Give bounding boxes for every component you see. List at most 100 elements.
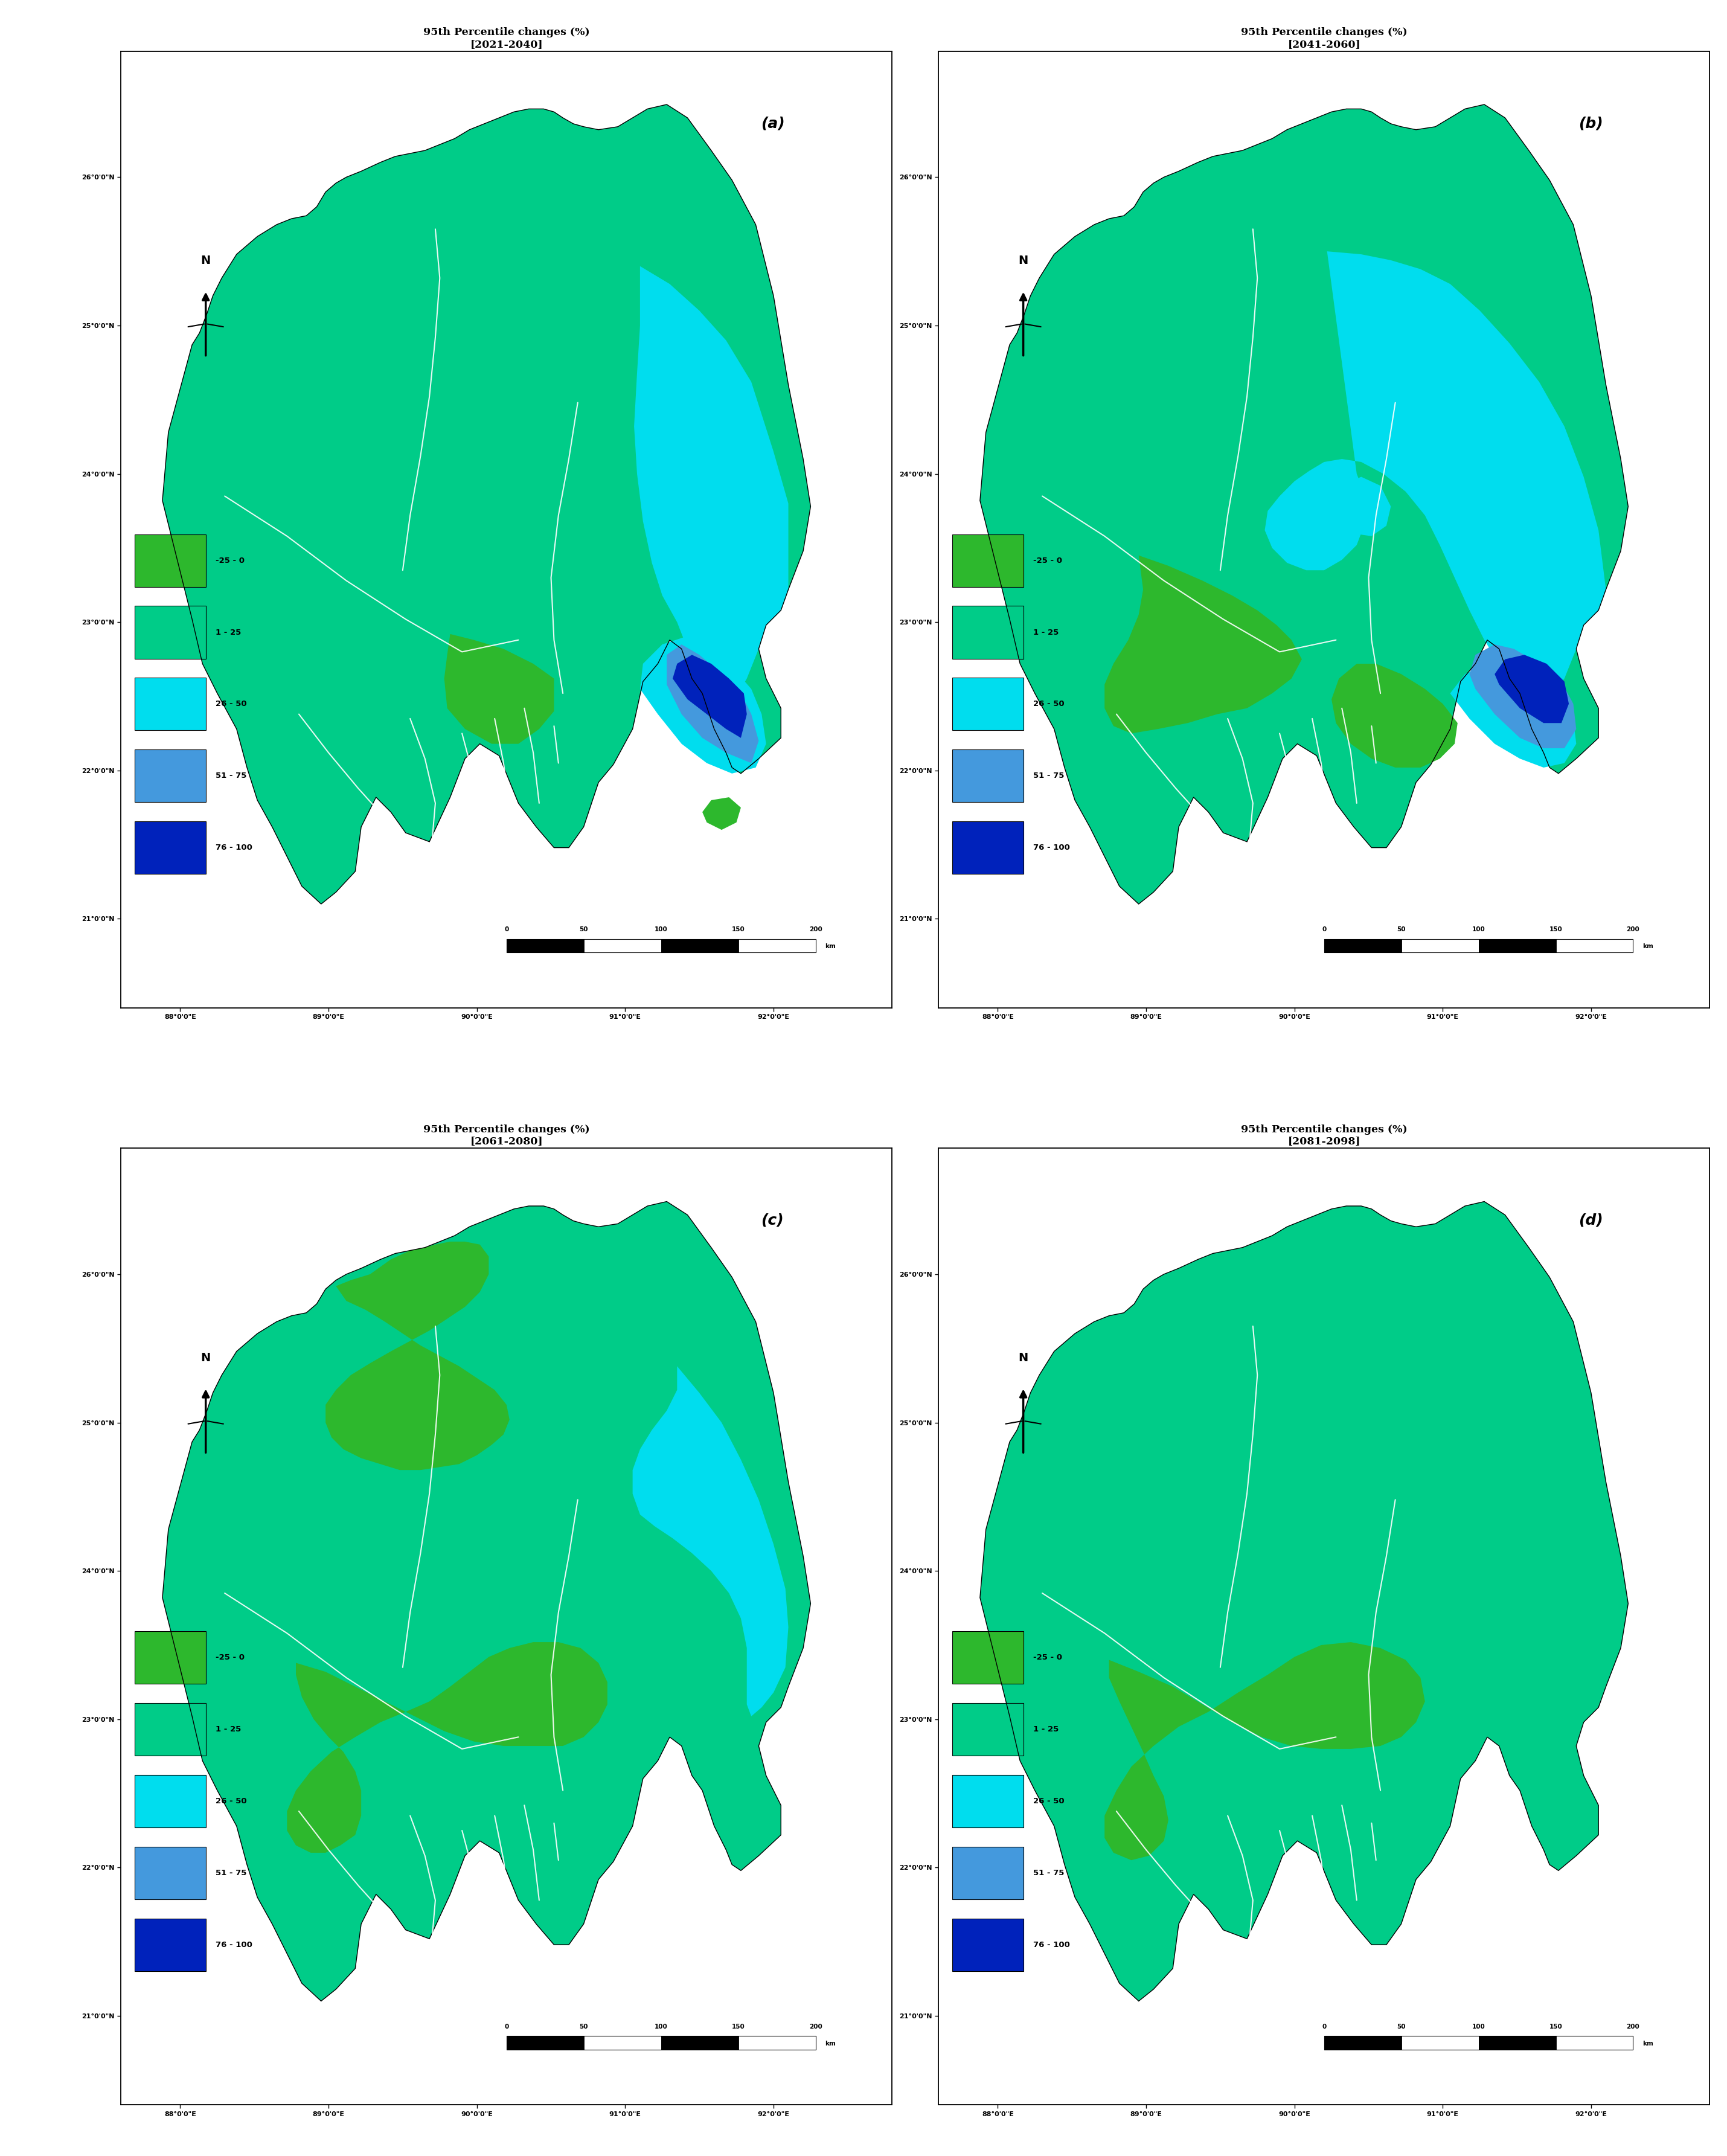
Text: 0: 0 — [504, 2024, 509, 2029]
Polygon shape — [703, 798, 741, 830]
Text: 0: 0 — [1321, 2024, 1326, 2029]
Text: 76 - 100: 76 - 100 — [216, 1940, 252, 1949]
Text: 50: 50 — [1397, 927, 1406, 934]
Text: 51 - 75: 51 - 75 — [216, 772, 247, 780]
Bar — [661, 940, 737, 953]
Bar — [135, 1774, 206, 1828]
Bar — [135, 1846, 206, 1899]
Title: 95th Percentile changes (%)
[2061-2080]: 95th Percentile changes (%) [2061-2080] — [423, 1123, 589, 1147]
Polygon shape — [1105, 1643, 1425, 1861]
Bar — [1325, 2035, 1634, 2050]
Text: 26 - 50: 26 - 50 — [1033, 701, 1064, 707]
Text: 200: 200 — [1627, 927, 1639, 934]
Bar — [952, 1846, 1024, 1899]
Bar — [506, 2035, 584, 2050]
Polygon shape — [667, 645, 758, 763]
Bar — [506, 2035, 815, 2050]
Bar — [584, 940, 661, 953]
Bar — [1401, 2035, 1478, 2050]
Text: N: N — [1019, 254, 1028, 267]
Polygon shape — [1105, 556, 1302, 733]
Text: (d): (d) — [1578, 1214, 1603, 1227]
Text: 100: 100 — [655, 2024, 668, 2029]
Bar — [1478, 940, 1556, 953]
Text: N: N — [200, 254, 211, 267]
Bar — [135, 750, 206, 802]
Bar — [737, 940, 815, 953]
Text: -25 - 0: -25 - 0 — [216, 1654, 245, 1662]
Bar — [1325, 940, 1401, 953]
Text: 200: 200 — [808, 927, 822, 934]
Title: 95th Percentile changes (%)
[2041-2060]: 95th Percentile changes (%) [2041-2060] — [1242, 28, 1408, 50]
Bar — [135, 677, 206, 731]
Polygon shape — [641, 636, 767, 774]
Bar — [952, 821, 1024, 873]
Text: 150: 150 — [732, 2024, 744, 2029]
Polygon shape — [979, 103, 1629, 903]
Text: 0: 0 — [1321, 927, 1326, 934]
Polygon shape — [632, 1367, 788, 1716]
Bar — [952, 535, 1024, 586]
Text: 200: 200 — [1627, 2024, 1639, 2029]
Text: (b): (b) — [1578, 116, 1603, 132]
Polygon shape — [444, 634, 554, 744]
Text: 76 - 100: 76 - 100 — [1033, 1940, 1071, 1949]
Bar — [1401, 940, 1478, 953]
Text: -25 - 0: -25 - 0 — [1033, 556, 1062, 565]
Text: km: km — [826, 2040, 836, 2046]
Polygon shape — [287, 1643, 608, 1852]
Text: km: km — [826, 944, 836, 949]
Bar — [1325, 2035, 1401, 2050]
Bar — [506, 940, 815, 953]
Polygon shape — [634, 265, 788, 696]
Text: 1 - 25: 1 - 25 — [1033, 1725, 1059, 1733]
Text: (a): (a) — [762, 116, 786, 132]
Title: 95th Percentile changes (%)
[2081-2098]: 95th Percentile changes (%) [2081-2098] — [1242, 1123, 1408, 1147]
Text: 1 - 25: 1 - 25 — [216, 627, 242, 636]
Polygon shape — [1332, 664, 1458, 768]
Text: 26 - 50: 26 - 50 — [1033, 1798, 1064, 1805]
Text: km: km — [1642, 2040, 1653, 2046]
Text: 51 - 75: 51 - 75 — [216, 1869, 247, 1878]
Polygon shape — [162, 103, 810, 903]
Text: 50: 50 — [1397, 2024, 1406, 2029]
Text: 150: 150 — [1549, 927, 1563, 934]
Bar — [135, 606, 206, 658]
Polygon shape — [672, 655, 746, 737]
Bar — [952, 606, 1024, 658]
Text: 100: 100 — [655, 927, 668, 934]
Bar — [952, 677, 1024, 731]
Text: km: km — [1642, 944, 1653, 949]
Text: 1 - 25: 1 - 25 — [1033, 627, 1059, 636]
Text: 100: 100 — [1471, 927, 1485, 934]
Text: 150: 150 — [1549, 2024, 1563, 2029]
Polygon shape — [1494, 655, 1568, 722]
Text: 50: 50 — [579, 2024, 589, 2029]
Text: 100: 100 — [1471, 2024, 1485, 2029]
Bar — [135, 1703, 206, 1755]
Text: 76 - 100: 76 - 100 — [216, 843, 252, 852]
Text: N: N — [200, 1352, 211, 1363]
Polygon shape — [326, 1242, 509, 1470]
Bar — [584, 2035, 661, 2050]
Bar — [661, 2035, 737, 2050]
Bar — [952, 1774, 1024, 1828]
Bar — [506, 940, 584, 953]
Polygon shape — [1332, 476, 1390, 537]
Bar — [1556, 940, 1634, 953]
Bar — [952, 1632, 1024, 1684]
Bar — [135, 1632, 206, 1684]
Bar — [135, 821, 206, 873]
Text: 0: 0 — [504, 927, 509, 934]
Text: 50: 50 — [579, 927, 589, 934]
Text: (c): (c) — [762, 1214, 784, 1227]
Text: -25 - 0: -25 - 0 — [216, 556, 245, 565]
Text: 51 - 75: 51 - 75 — [1033, 1869, 1064, 1878]
Text: 150: 150 — [732, 927, 744, 934]
Polygon shape — [162, 1201, 810, 2001]
Bar — [1556, 2035, 1634, 2050]
Polygon shape — [1264, 252, 1606, 699]
Polygon shape — [1451, 664, 1577, 768]
Text: 26 - 50: 26 - 50 — [216, 701, 247, 707]
Polygon shape — [979, 1201, 1629, 2001]
